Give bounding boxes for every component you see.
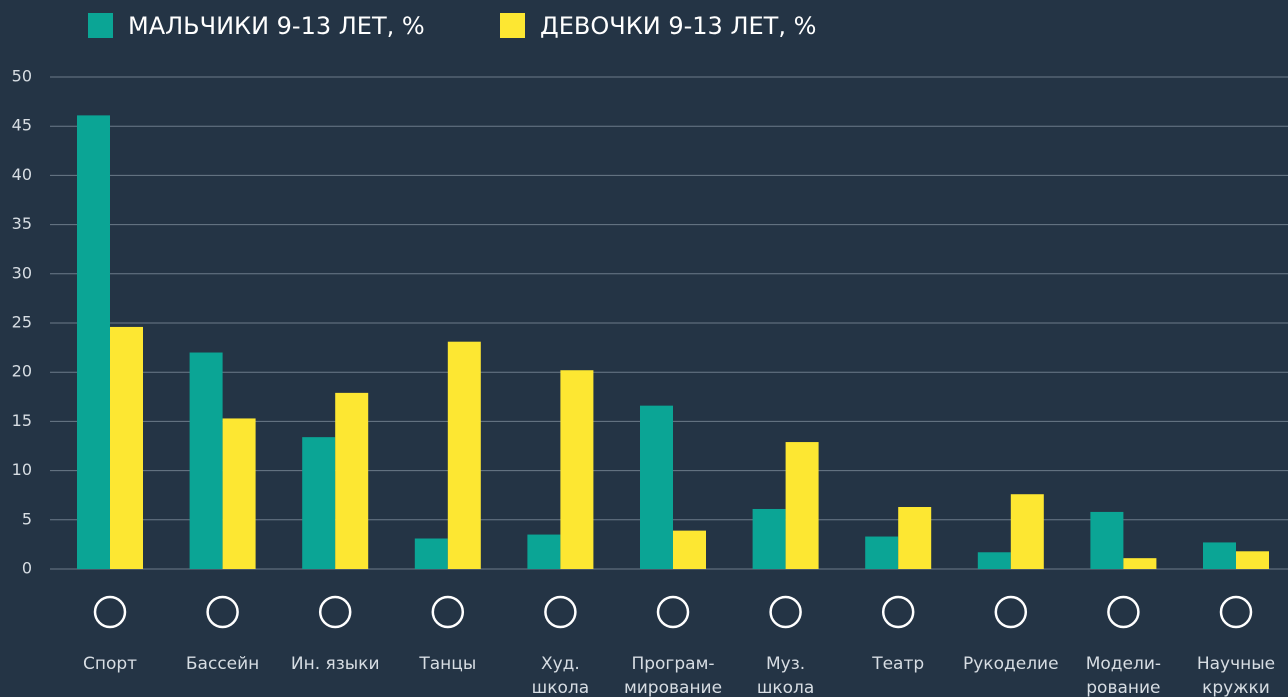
bar: [335, 392, 369, 569]
y-tick-label: 30: [12, 263, 32, 282]
x-tick-label: мирование: [624, 678, 722, 697]
x-tick-label: рование: [1086, 678, 1160, 697]
bar: [527, 534, 561, 569]
bar: [560, 370, 594, 569]
category-icon: [431, 595, 465, 629]
y-tick-label: 50: [12, 67, 32, 86]
category-icon: [318, 595, 352, 629]
x-tick-label: Танцы: [418, 654, 476, 674]
x-tick-label: школа: [532, 678, 590, 697]
y-tick-label: 20: [12, 362, 32, 381]
legend-swatch: [500, 13, 525, 38]
y-tick-label: 10: [12, 460, 32, 479]
x-tick-label: Рукоделие: [963, 654, 1059, 674]
bar: [640, 405, 673, 569]
bar: [1090, 511, 1124, 569]
bar: [1203, 542, 1236, 569]
bar: [865, 536, 899, 569]
bar: [1123, 558, 1157, 569]
bar: [673, 530, 706, 569]
category-icon: [1107, 595, 1140, 629]
bar: [1236, 551, 1269, 569]
y-tick-label: 15: [12, 411, 32, 430]
bar: [785, 442, 819, 569]
bar: [189, 352, 223, 569]
category-icon: [656, 595, 690, 629]
category-icon: [994, 595, 1028, 629]
y-tick-label: 45: [12, 116, 32, 135]
bar: [447, 341, 481, 569]
y-tick-label: 35: [12, 214, 32, 233]
y-tick-label: 0: [22, 559, 32, 578]
bar: [302, 437, 336, 569]
x-tick-label: Муз.: [766, 654, 805, 674]
bar: [414, 538, 448, 569]
bar: [110, 326, 143, 569]
legend-swatch: [88, 13, 113, 38]
x-tick-label: Модели-: [1086, 654, 1161, 674]
x-tick-label: Театр: [871, 654, 924, 674]
category-icon: [206, 595, 239, 629]
category-icon: [881, 595, 915, 629]
category-icon: [544, 595, 577, 629]
y-tick-label: 25: [12, 313, 32, 332]
bar: [222, 418, 256, 569]
bar: [898, 507, 932, 569]
category-icon: [769, 595, 802, 629]
y-tick-label: 40: [12, 165, 32, 184]
x-tick-label: Научные: [1197, 654, 1275, 674]
x-tick-label: Худ.: [541, 654, 580, 674]
x-tick-label: кружки: [1202, 678, 1270, 697]
legend-label: ДЕВОЧКИ 9-13 ЛЕТ, %: [540, 12, 816, 40]
category-icon: [1219, 595, 1253, 629]
bar: [752, 508, 786, 569]
bar: [977, 552, 1011, 569]
x-tick-label: школа: [757, 678, 815, 697]
x-tick-label: Ин. языки: [291, 654, 380, 674]
legend-label: МАЛЬЧИКИ 9-13 ЛЕТ, %: [128, 12, 425, 40]
category-icon: [93, 595, 127, 629]
bar: [77, 115, 110, 569]
x-tick-label: Бассейн: [186, 654, 259, 674]
y-tick-label: 5: [22, 509, 32, 528]
x-tick-label: Спорт: [83, 654, 137, 674]
bar: [1010, 494, 1044, 569]
x-tick-label: Програм-: [631, 654, 714, 674]
